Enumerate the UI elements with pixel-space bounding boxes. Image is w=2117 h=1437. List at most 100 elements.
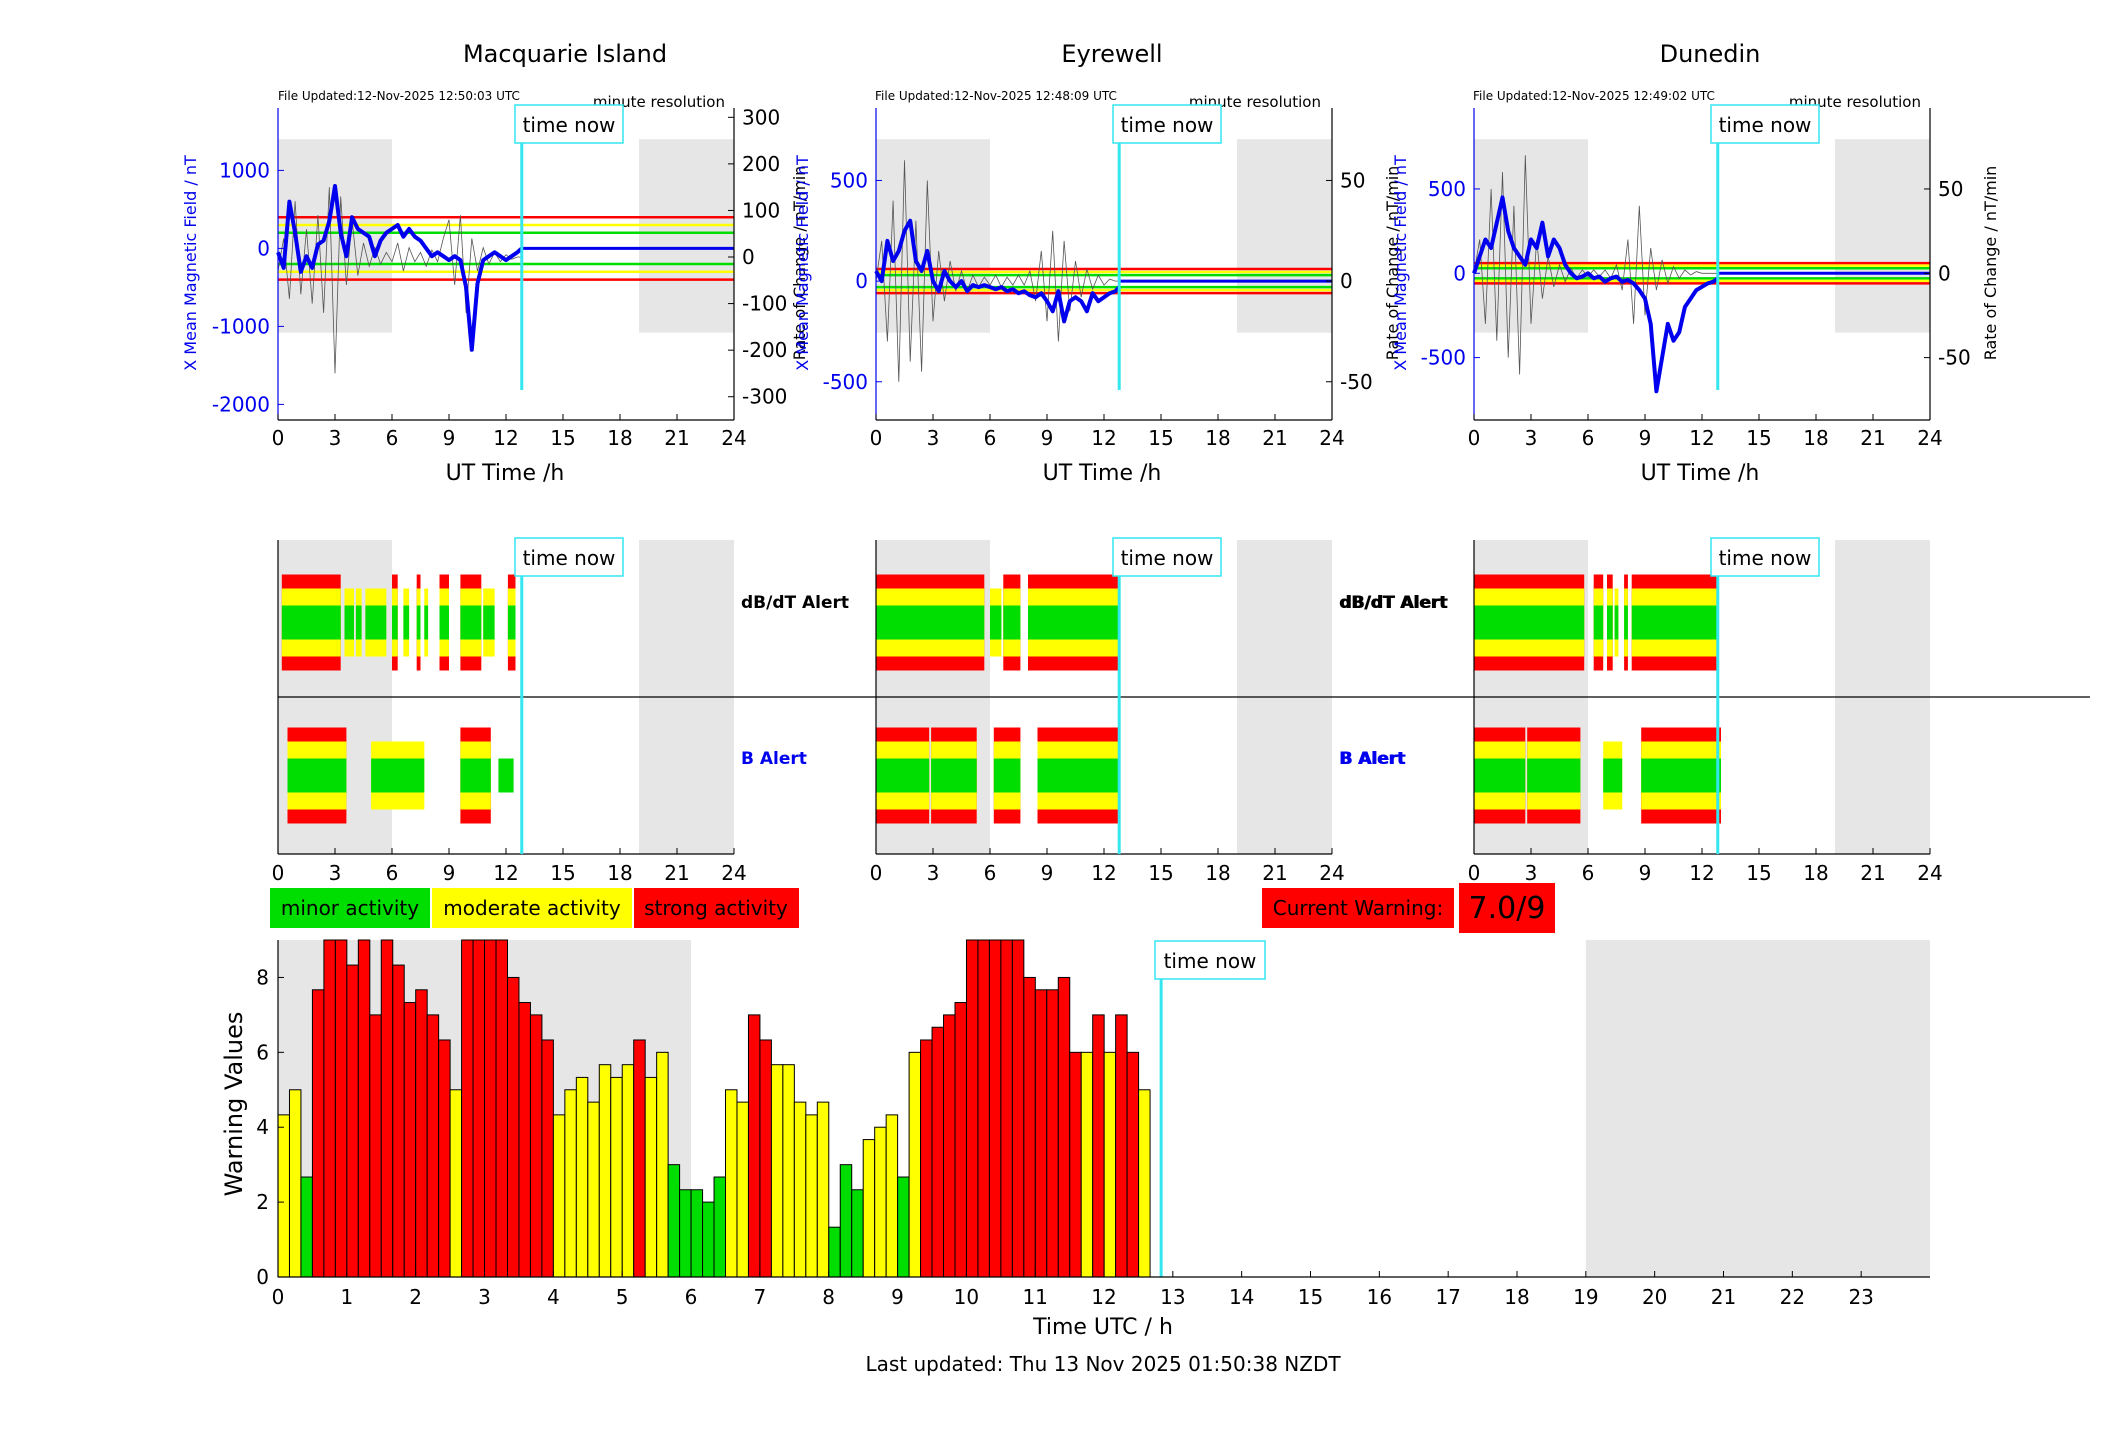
- y-tick-label-right: 0: [1938, 261, 1951, 285]
- warning-bar: [851, 1189, 864, 1278]
- y-tick-label-right: -50: [1938, 346, 1971, 370]
- x-tick-label: 6: [1582, 426, 1595, 450]
- warning-bar: [610, 1076, 623, 1278]
- x-tick-label: 12: [1091, 1285, 1116, 1309]
- alert-band-green: [1474, 605, 1585, 640]
- file-updated-label: File Updated:12-Nov-2025 12:48:09 UTC: [875, 89, 1117, 103]
- warning-bar: [1103, 1051, 1117, 1278]
- warning-bar: [1138, 1089, 1151, 1278]
- warning-bar: [1011, 939, 1025, 1278]
- warning-bar: [426, 1014, 440, 1278]
- station-panel-macquarie: Macquarie Island File Updated:12-Nov-202…: [181, 40, 894, 885]
- x-tick-label: 6: [386, 426, 399, 450]
- x-tick-label: 24: [1917, 426, 1942, 450]
- x-tick-label: 6: [984, 426, 997, 450]
- warning-bar: [484, 939, 497, 1278]
- x-tick-label: 15: [1746, 861, 1771, 885]
- y-tick-label-right: 100: [742, 198, 780, 222]
- warning-bar: [816, 1101, 830, 1278]
- y-tick-label-left: -2000: [212, 392, 270, 416]
- time-now-box: [1112, 104, 1222, 144]
- station-title: Macquarie Island: [463, 40, 667, 68]
- x-tick-label: 23: [1848, 1285, 1873, 1309]
- x-tick-label: 18: [1803, 861, 1828, 885]
- alert-band-green: [1607, 605, 1613, 640]
- legend-minor-swatch: [270, 888, 430, 928]
- x-tick-label: 9: [443, 426, 456, 450]
- x-tick-label: 0: [1468, 861, 1481, 885]
- alert-band-green: [1631, 605, 1718, 640]
- x-tick-label: 8: [822, 1285, 835, 1309]
- warning-y-axis-label: Warning Values: [220, 1012, 248, 1197]
- night-shade: [1585, 940, 1930, 1277]
- y-tick-label-right: -100: [742, 292, 787, 316]
- y-tick-label-right: 200: [742, 152, 780, 176]
- x-tick-label: 3: [329, 861, 342, 885]
- night-shade: [1237, 139, 1332, 333]
- warning-bar: [1115, 1014, 1128, 1278]
- b-alert-label: B Alert: [1340, 749, 1406, 769]
- warning-bar: [415, 989, 428, 1278]
- alert-band-green: [424, 605, 429, 640]
- b-alert-label: B Alert: [1339, 749, 1405, 769]
- time-now-box: [1112, 537, 1222, 577]
- alert-band-green: [993, 758, 1021, 793]
- x-tick-label: 24: [721, 426, 746, 450]
- x-tick-label: 6: [984, 861, 997, 885]
- y-tick-label-right: -200: [742, 338, 787, 362]
- warning-bar: [897, 1176, 910, 1278]
- x-tick-label: 12: [1091, 861, 1116, 885]
- warning-bar: [438, 1039, 451, 1278]
- x-tick-label: 21: [1262, 426, 1287, 450]
- x-tick-label: 3: [1525, 861, 1538, 885]
- warning-bar: [988, 939, 1002, 1278]
- time-now-label: time now: [1121, 113, 1214, 137]
- y-tick-label-right: 50: [1340, 168, 1365, 192]
- warning-bar: [380, 939, 394, 1278]
- alert-band-green: [1474, 758, 1526, 793]
- alert-panel: 0 3 6 9 12 15 18 21 24: [1468, 540, 2090, 885]
- alert-band-green: [931, 758, 977, 793]
- x-tick-label: 19: [1573, 1285, 1598, 1309]
- x-mean-field-trace: [1472, 195, 1720, 394]
- alert-band-green: [507, 605, 516, 640]
- warning-bar: [667, 1164, 681, 1278]
- alert-band-green: [1003, 605, 1021, 640]
- y-tick-label-left: 500: [1428, 177, 1466, 201]
- alert-band-green: [1028, 605, 1120, 640]
- warning-bar: [300, 1176, 313, 1278]
- warning-bar: [1057, 976, 1071, 1278]
- warning-bar: [736, 1101, 749, 1278]
- x-tick-label: 0: [870, 426, 883, 450]
- x-tick-label: 0: [272, 1285, 285, 1309]
- warning-bar: [518, 1002, 531, 1278]
- y-axis-label-right: Rate of Change / nT/min: [1383, 166, 1402, 361]
- x-tick-label: 17: [1435, 1285, 1460, 1309]
- warning-bar: [1000, 939, 1013, 1278]
- x-tick-label: 12: [493, 861, 518, 885]
- x-tick-label: 18: [1205, 426, 1230, 450]
- warning-bar: [759, 1039, 772, 1278]
- x-axis-label: UT Time /h: [446, 461, 565, 486]
- file-updated-label: File Updated:12-Nov-2025 12:50:03 UTC: [278, 89, 520, 103]
- warning-bar: [1034, 989, 1048, 1278]
- x-tick-label: 18: [1205, 861, 1230, 885]
- warning-bar: [277, 1114, 290, 1278]
- warning-bar: [392, 964, 405, 1278]
- warning-bar: [656, 1051, 669, 1278]
- x-tick-label: 2: [409, 1285, 422, 1309]
- y-tick-label-left: 1000: [219, 158, 270, 182]
- warning-x-axis-label: Time UTC / h: [1032, 1315, 1173, 1340]
- warning-bar: [920, 1039, 933, 1278]
- alert-band-green: [876, 758, 930, 793]
- x-tick-label: 9: [1041, 426, 1054, 450]
- warning-bar: [747, 1014, 761, 1278]
- warning-bar: [874, 1126, 887, 1278]
- warning-bar: [495, 939, 508, 1278]
- alert-band-green: [365, 605, 387, 640]
- alert-band-green: [281, 605, 341, 640]
- x-tick-label: 18: [1504, 1285, 1529, 1309]
- x-tick-label: 15: [1298, 1285, 1323, 1309]
- legend-strong-label: strong activity: [644, 896, 788, 920]
- warning-bar: [529, 1014, 543, 1278]
